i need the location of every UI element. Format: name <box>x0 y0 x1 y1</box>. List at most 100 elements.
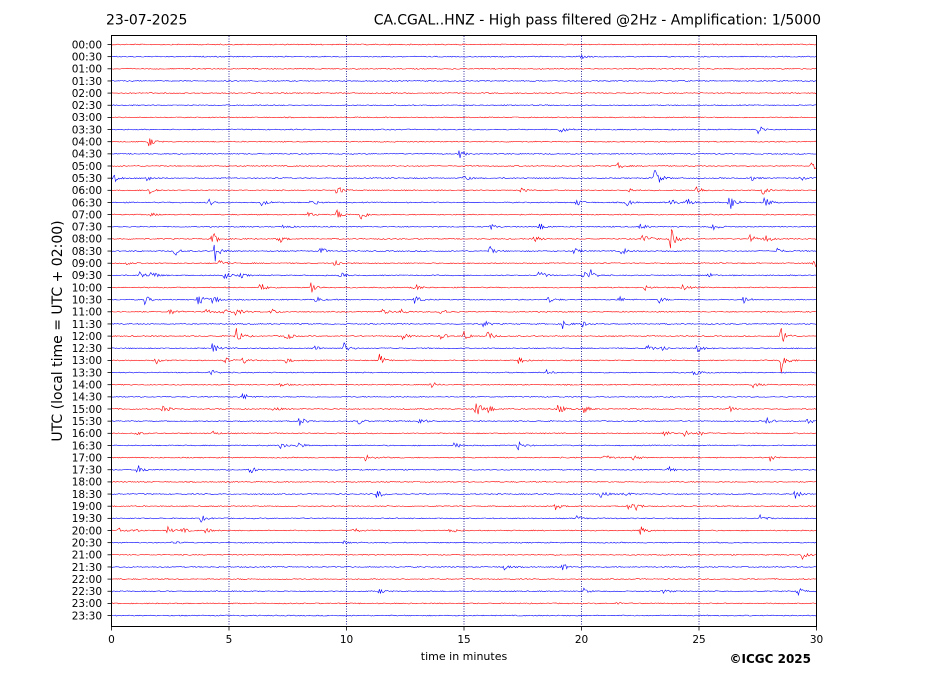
trace-1100 <box>111 308 817 316</box>
y-tick-label: 05:30 <box>72 173 102 185</box>
trace-1300 <box>111 353 817 373</box>
y-tick-label: 13:00 <box>72 355 102 367</box>
trace-0130 <box>111 79 817 82</box>
x-tick-label: 15 <box>457 634 470 646</box>
y-tick-label: 09:00 <box>72 258 102 270</box>
trace-1400 <box>111 382 817 389</box>
trace-0800 <box>111 228 817 249</box>
trace-1500 <box>111 403 817 415</box>
y-tick-label: 08:00 <box>72 234 102 246</box>
trace-1330 <box>111 368 817 376</box>
y-tick-label: 09:30 <box>72 270 102 282</box>
seismic-traces <box>111 43 817 617</box>
trace-0030 <box>111 54 817 60</box>
copyright-label: ©ICGC 2025 <box>729 652 811 666</box>
y-tick-labels: 00:0000:3001:0001:3002:0002:3003:0003:30… <box>72 39 112 622</box>
x-tick-label: 10 <box>340 634 353 646</box>
x-ticks: 0 5 10 15 20 25 30 <box>108 626 823 646</box>
trace-2100 <box>111 552 817 560</box>
y-tick-label: 15:30 <box>72 416 102 428</box>
trace-0730 <box>111 223 817 231</box>
y-tick-label: 16:30 <box>72 440 102 452</box>
plot-frame <box>111 35 817 627</box>
y-tick-label: 05:00 <box>72 161 102 173</box>
y-tick-label: 21:00 <box>72 550 102 562</box>
y-tick-label: 17:00 <box>72 452 102 464</box>
y-tick-label: 00:30 <box>72 51 102 63</box>
trace-1630 <box>111 440 817 451</box>
trace-1800 <box>111 480 817 483</box>
trace-2030 <box>111 540 817 545</box>
trace-0100 <box>111 67 817 70</box>
trace-1930 <box>111 513 817 523</box>
trace-1430 <box>111 392 817 400</box>
trace-2300 <box>111 601 817 605</box>
y-tick-label: 14:00 <box>72 380 102 392</box>
y-tick-label: 18:00 <box>72 477 102 489</box>
y-tick-label: 04:00 <box>72 137 102 149</box>
trace-0230 <box>111 104 817 107</box>
y-tick-label: 10:00 <box>72 282 102 294</box>
y-tick-label: 20:30 <box>72 537 102 549</box>
trace-1900 <box>111 503 817 512</box>
y-tick-label: 14:30 <box>72 392 102 404</box>
trace-1030 <box>111 295 817 306</box>
y-tick-label: 03:00 <box>72 112 102 124</box>
y-tick-label: 07:30 <box>72 222 102 234</box>
y-tick-label: 01:30 <box>72 76 102 88</box>
trace-0900 <box>111 259 817 267</box>
trace-0430 <box>111 150 817 159</box>
date-label: 23-07-2025 <box>106 13 187 29</box>
x-tick-label: 0 <box>108 634 115 646</box>
trace-0400 <box>111 138 817 147</box>
x-tick-label: 20 <box>575 634 588 646</box>
y-tick-label: 06:30 <box>72 197 102 209</box>
trace-2200 <box>111 578 817 580</box>
y-tick-label: 11:30 <box>72 319 102 331</box>
y-tick-label: 00:00 <box>72 39 102 51</box>
x-tick-label: 30 <box>810 634 823 646</box>
trace-1530 <box>111 416 817 426</box>
y-tick-label: 12:00 <box>72 331 102 343</box>
y-tick-label: 15:00 <box>72 404 102 416</box>
y-tick-label: 11:00 <box>72 307 102 319</box>
y-tick-label: 18:30 <box>72 489 102 501</box>
trace-2130 <box>111 564 817 571</box>
y-tick-label: 02:30 <box>72 100 102 112</box>
trace-1230 <box>111 342 817 353</box>
trace-1830 <box>111 490 817 499</box>
y-tick-label: 10:30 <box>72 294 102 306</box>
trace-1200 <box>111 328 817 342</box>
trace-0000 <box>111 43 817 46</box>
trace-0630 <box>111 196 817 209</box>
y-tick-label: 12:30 <box>72 343 102 355</box>
trace-0530 <box>111 170 817 183</box>
y-tick-label: 19:30 <box>72 513 102 525</box>
y-tick-label: 08:30 <box>72 246 102 258</box>
trace-0500 <box>111 161 817 170</box>
y-tick-label: 02:00 <box>72 88 102 100</box>
y-tick-label: 13:30 <box>72 367 102 379</box>
trace-2330 <box>111 614 817 617</box>
y-axis-label: UTC (local time = UTC + 02:00) <box>50 220 66 441</box>
y-tick-label: 01:00 <box>72 64 102 76</box>
y-tick-label: 07:00 <box>72 209 102 221</box>
y-tick-label: 22:00 <box>72 574 102 586</box>
x-axis-label: time in minutes <box>421 650 508 663</box>
trace-1730 <box>111 465 817 474</box>
trace-1600 <box>111 430 817 438</box>
trace-1000 <box>111 282 817 293</box>
trace-0700 <box>111 208 817 220</box>
trace-1130 <box>111 320 817 329</box>
y-tick-label: 22:30 <box>72 586 102 598</box>
y-tick-label: 21:30 <box>72 562 102 574</box>
trace-0300 <box>111 116 817 119</box>
trace-2000 <box>111 525 817 535</box>
station-title: CA.CGAL..HNZ - High pass filtered @2Hz -… <box>374 13 821 29</box>
trace-0600 <box>111 186 817 195</box>
trace-0330 <box>111 126 817 135</box>
trace-0930 <box>111 269 817 280</box>
y-tick-label: 20:00 <box>72 525 102 537</box>
y-tick-label: 23:30 <box>72 610 102 622</box>
